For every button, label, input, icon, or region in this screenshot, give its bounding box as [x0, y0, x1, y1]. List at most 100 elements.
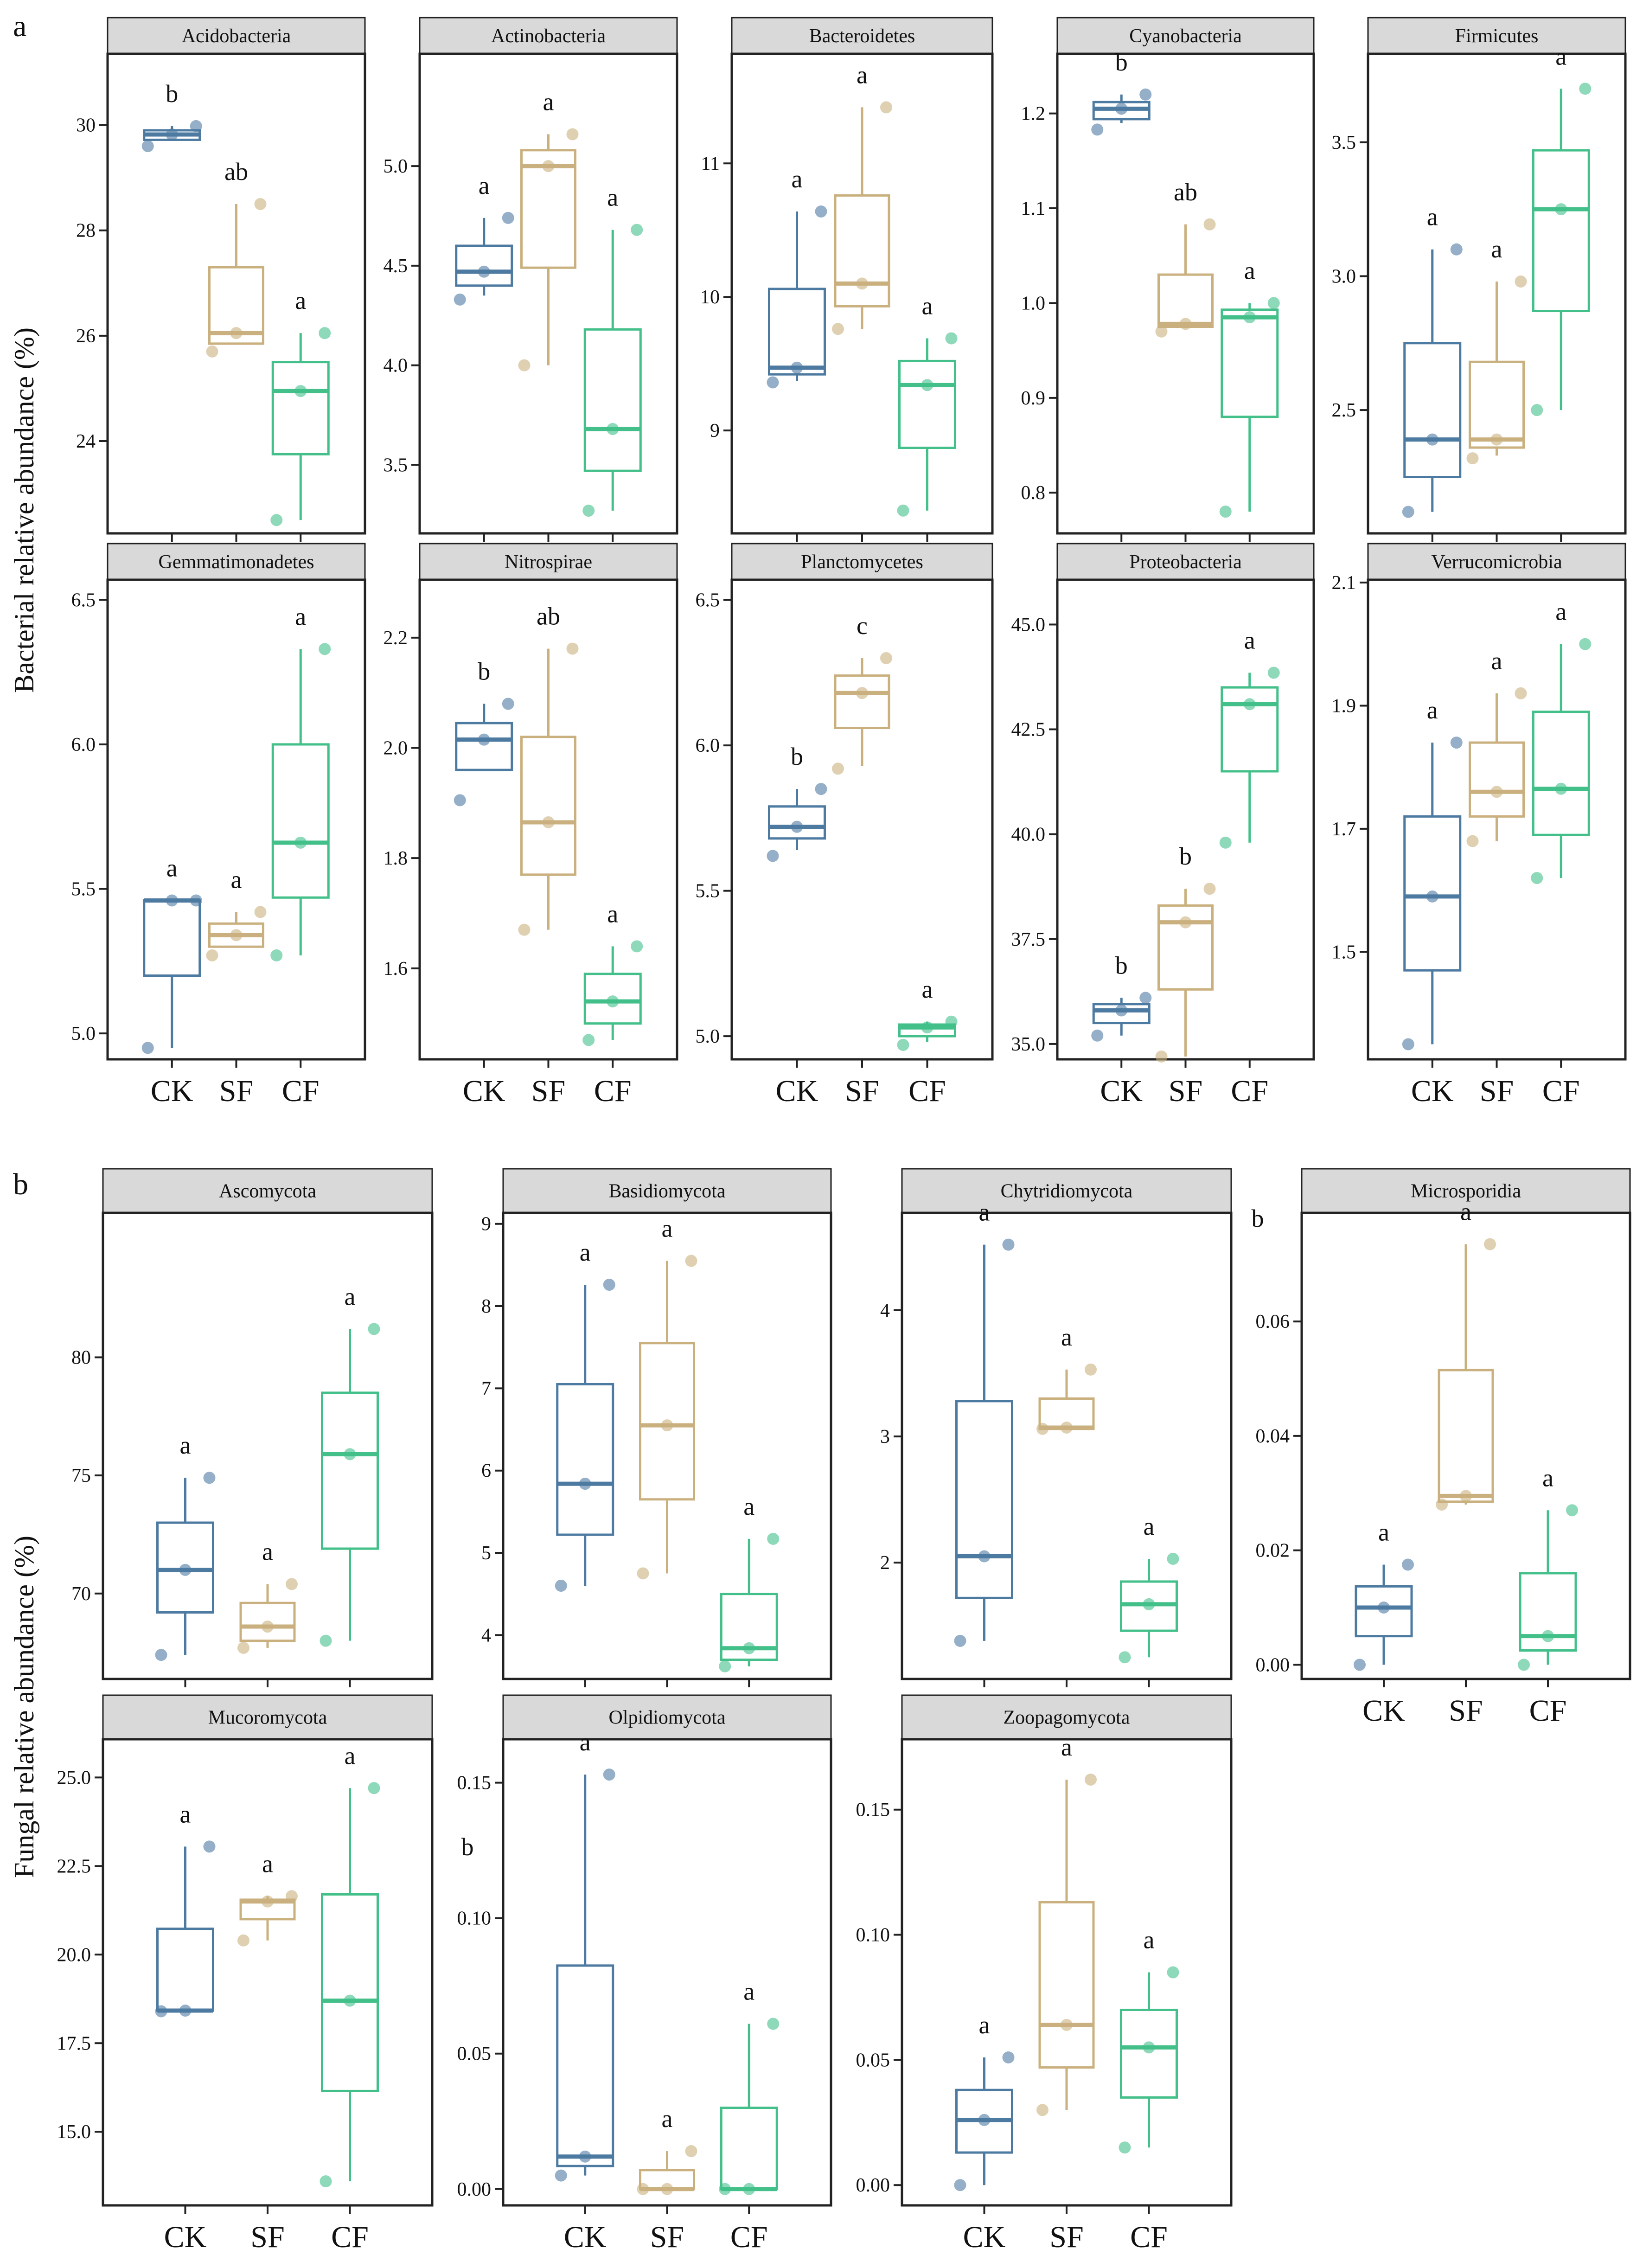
significance-letter: a — [580, 1238, 591, 1266]
box-iqr — [955, 1400, 1013, 1599]
y-tick-label: 3.0 — [1332, 266, 1356, 287]
plot-area — [102, 1738, 434, 2207]
box-iqr — [520, 736, 576, 876]
x-tick-label: SF — [219, 1074, 253, 1108]
significance-letter: a — [1555, 598, 1566, 626]
plot-area — [901, 1211, 1233, 1680]
significance-letter: b — [1115, 951, 1128, 979]
panel-title: Proteobacteria — [1129, 551, 1242, 573]
data-point — [1267, 297, 1280, 309]
y-tick-label: 4.5 — [384, 256, 408, 277]
box-cf: a — [320, 1742, 380, 2188]
data-point — [1002, 2051, 1015, 2063]
panel-strip — [901, 1694, 1232, 1740]
panel-strip — [107, 543, 366, 581]
box-iqr — [271, 743, 330, 899]
box-iqr — [239, 1602, 296, 1642]
box-sf: a — [1036, 1733, 1097, 2116]
box-cf: a — [1219, 256, 1280, 518]
data-point — [897, 1038, 909, 1051]
x-tick-label: CF — [908, 1074, 946, 1108]
box-cf: a — [582, 900, 643, 1046]
y-tick-label: 5.0 — [71, 1023, 96, 1044]
box-cf: a — [719, 1977, 780, 2195]
x-tick-label: CK — [564, 2220, 607, 2254]
x-tick-label: CF — [1231, 1074, 1268, 1108]
box-sf: a — [832, 61, 892, 335]
box-iqr — [321, 1893, 379, 2092]
data-point — [685, 2145, 697, 2158]
significance-letter: a — [1427, 696, 1438, 724]
y-tick-label: 0.10 — [457, 1908, 492, 1929]
box-iqr — [455, 244, 513, 287]
data-point — [566, 642, 579, 655]
plot-area — [106, 578, 366, 1061]
y-tick-label: 5.5 — [696, 881, 720, 902]
data-point — [1155, 1051, 1168, 1063]
data-point — [454, 794, 466, 807]
significance-letter: a — [345, 1282, 356, 1310]
box-sf: ab — [1155, 178, 1216, 338]
panel-firmicutes: Firmicutes 2.5 3.0 3.5 a a a — [1332, 17, 1627, 542]
box-cf: a — [1119, 1926, 1179, 2154]
data-point — [1426, 433, 1438, 446]
y-tick-label: 6 — [481, 1461, 491, 1482]
box-iqr — [1532, 711, 1590, 836]
data-point — [179, 1563, 192, 1576]
panel-strip — [107, 17, 366, 55]
box-iqr — [768, 288, 826, 376]
y-tick-label: 17.5 — [57, 2033, 91, 2054]
data-point — [1085, 1773, 1097, 1786]
significance-letter: a — [922, 292, 933, 320]
box-iqr — [1355, 1585, 1413, 1638]
data-point — [743, 2183, 755, 2195]
data-point — [1243, 698, 1256, 711]
data-point — [542, 816, 555, 828]
data-point — [945, 332, 958, 345]
data-point — [286, 1890, 298, 1903]
data-point — [685, 1255, 697, 1267]
data-point — [579, 1478, 591, 1490]
significance-letter: a — [180, 1431, 191, 1459]
panel-title: Olpidiomycota — [609, 1707, 726, 1729]
y-tick-label: 37.5 — [1011, 929, 1046, 950]
box-ck: a — [555, 1728, 615, 2182]
data-point — [1091, 123, 1104, 136]
box-cf: a — [1219, 626, 1280, 849]
box-cf: a — [719, 1493, 780, 1672]
box-iqr — [720, 1593, 778, 1661]
box-ck: a — [155, 1431, 216, 1661]
significance-letter: a — [580, 1728, 591, 1756]
significance-letter: a — [1244, 626, 1255, 654]
box-iqr — [455, 722, 513, 771]
box-cf: a — [1518, 1464, 1578, 1671]
significance-letter: a — [1542, 1464, 1553, 1492]
data-point — [1579, 83, 1592, 95]
significance-letter: a — [1460, 1198, 1471, 1226]
box-iqr — [834, 674, 890, 729]
significance-letter: a — [1427, 203, 1438, 231]
box-sf: a — [206, 865, 267, 961]
data-point — [978, 1550, 991, 1563]
data-point — [1460, 1490, 1472, 1502]
data-point — [555, 1579, 567, 1592]
data-point — [1450, 243, 1463, 256]
y-tick-label: 0.15 — [457, 1773, 492, 1794]
y-tick-label: 22.5 — [57, 1856, 91, 1877]
box-iqr — [156, 1521, 214, 1614]
data-point — [607, 423, 619, 435]
y-tick-label: 6.5 — [71, 589, 96, 611]
x-tick-label: SF — [1449, 1694, 1483, 1728]
data-point — [454, 293, 466, 306]
x-tick-label: CF — [282, 1074, 320, 1108]
significance-letter: a — [792, 165, 803, 193]
data-point — [880, 652, 892, 665]
data-point — [319, 327, 331, 340]
significance-letter: a — [479, 172, 490, 199]
stray-label: b — [461, 1833, 474, 1861]
box-cf: a — [1531, 598, 1592, 884]
plot-area — [1056, 578, 1315, 1061]
data-point — [791, 820, 803, 833]
data-point — [1542, 1630, 1554, 1642]
data-point — [155, 1649, 167, 1661]
